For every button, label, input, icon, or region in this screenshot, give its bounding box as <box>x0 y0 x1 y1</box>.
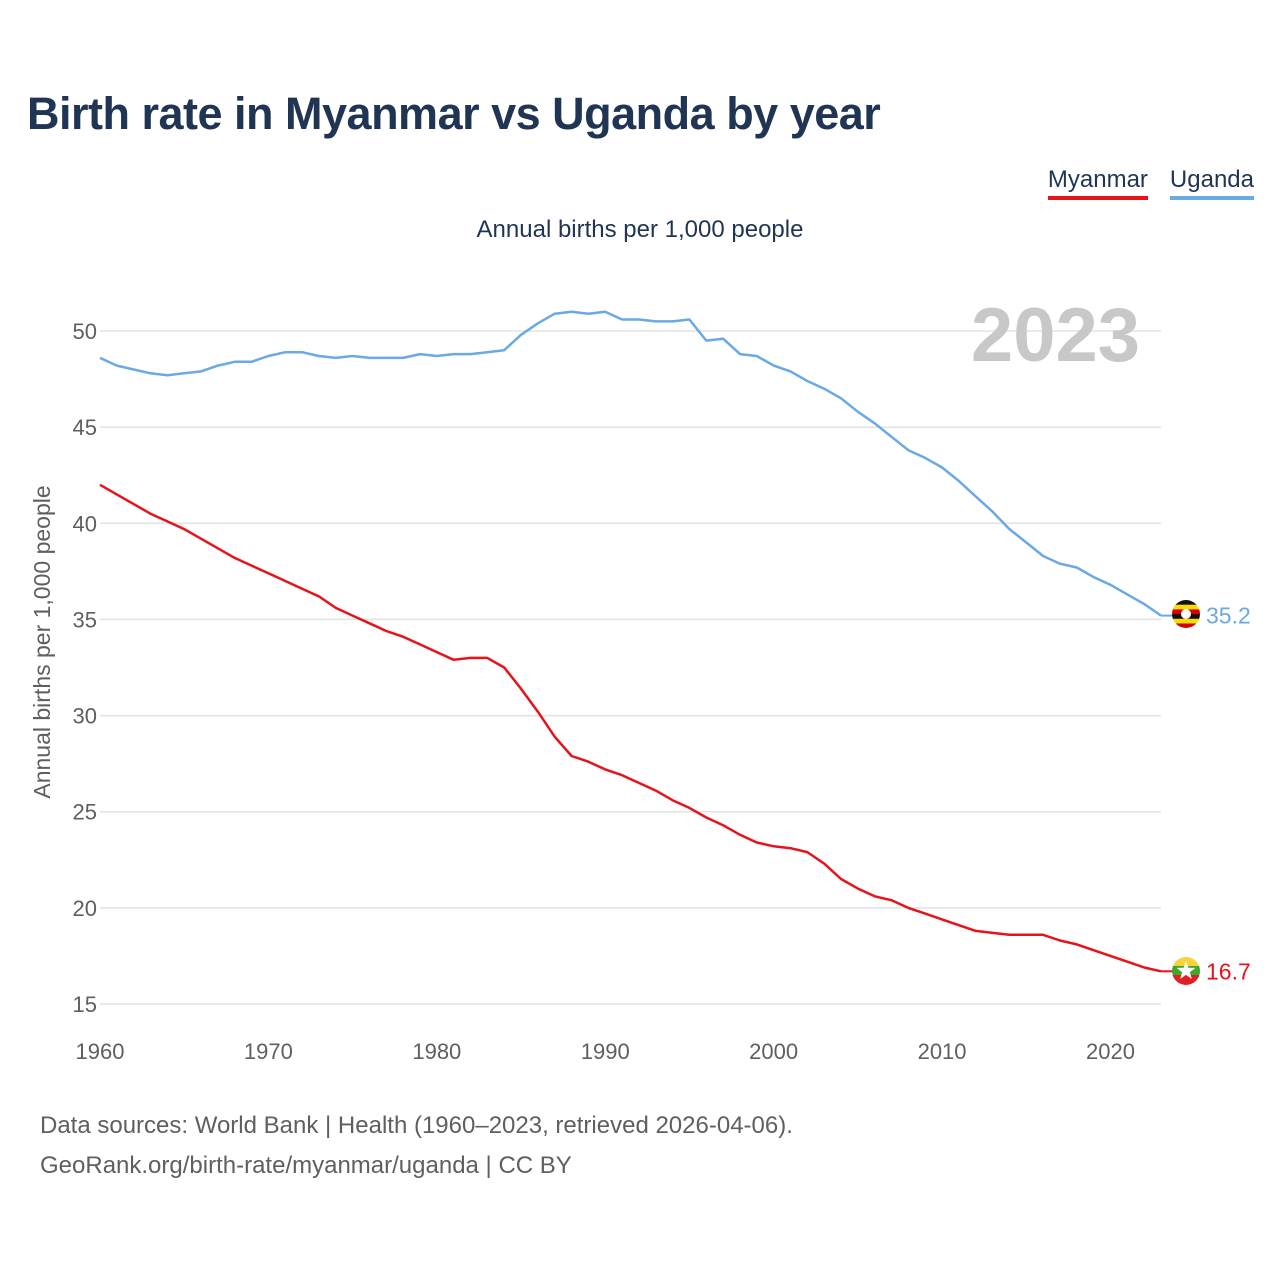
y-tick-label-20: 20 <box>73 896 97 921</box>
year-label: 2023 <box>971 293 1140 378</box>
chart-subtitle: Annual births per 1,000 people <box>476 216 804 243</box>
x-tick-label-2010: 2010 <box>918 1039 967 1064</box>
y-tick-label-45: 45 <box>73 415 97 440</box>
x-tick-label-1980: 1980 <box>412 1039 461 1064</box>
footer-sources: Data sources: World Bank | Health (1960–… <box>40 1112 793 1139</box>
x-tick-label-1960: 1960 <box>76 1039 125 1064</box>
x-tick-label-2020: 2020 <box>1086 1039 1135 1064</box>
legend-item-uganda[interactable]: Uganda <box>1169 166 1254 200</box>
myanmar-flag-icon <box>1172 957 1200 985</box>
series-line-uganda[interactable] <box>99 310 1162 617</box>
x-tick-label-1990: 1990 <box>581 1039 630 1064</box>
line-chart: 2023 15 20 25 30 35 40 45 50 1960 1970 1980 1990 200… <box>29 293 1251 1064</box>
end-value-label-myanmar: 16.7 <box>1206 958 1251 984</box>
x-tick-label-1970: 1970 <box>244 1039 293 1064</box>
y-tick-label-25: 25 <box>73 800 97 825</box>
y-tick-label-35: 35 <box>73 607 97 632</box>
x-tick-label-2000: 2000 <box>749 1039 798 1064</box>
chart-title: Birth rate in Myanmar vs Uganda by year <box>27 88 881 139</box>
y-tick-label-50: 50 <box>73 319 97 344</box>
legend-item-myanmar[interactable]: Myanmar <box>1047 166 1148 200</box>
series-line-myanmar[interactable] <box>99 483 1162 973</box>
y-axis-label: Annual births per 1,000 people <box>29 485 55 798</box>
footer-url[interactable]: GeoRank.org/birth-rate/myanmar/uganda | … <box>40 1152 572 1179</box>
end-value-label-uganda: 35.2 <box>1206 603 1251 629</box>
footer: Data sources: World Bank | Health (1960–… <box>40 1106 793 1186</box>
legend: Myanmar Uganda <box>1047 166 1254 200</box>
y-tick-label-15: 15 <box>73 992 97 1017</box>
uganda-flag-icon <box>1172 600 1200 628</box>
y-tick-label-40: 40 <box>73 511 97 536</box>
y-tick-label-30: 30 <box>73 704 97 729</box>
